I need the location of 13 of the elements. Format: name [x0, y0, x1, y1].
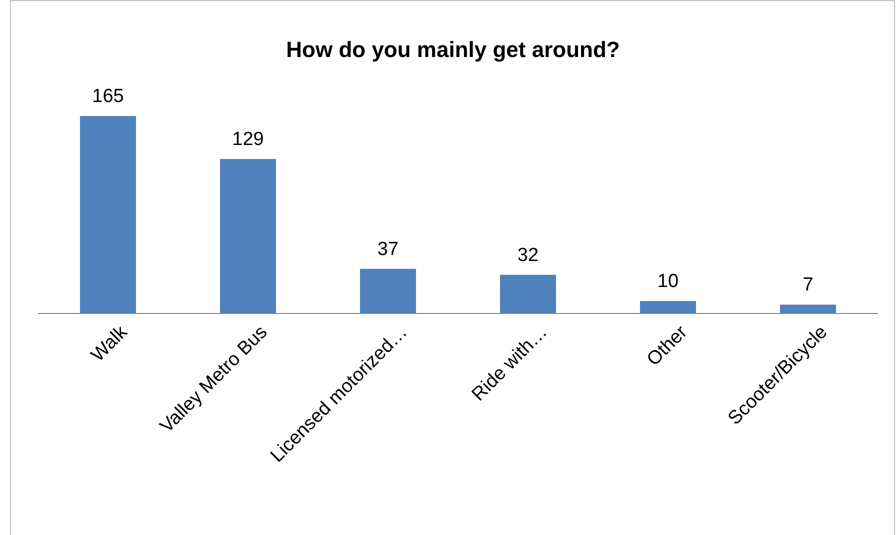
bar	[360, 268, 416, 313]
bar	[780, 304, 836, 313]
bar	[640, 301, 696, 313]
data-label: 37	[377, 238, 399, 260]
bar	[220, 158, 276, 313]
data-label: 32	[517, 244, 539, 266]
chart-title: How do you mainly get around?	[286, 37, 620, 62]
data-label: 165	[92, 86, 124, 107]
data-label: 129	[232, 128, 264, 150]
data-label: 10	[657, 271, 679, 292]
bar	[500, 274, 556, 313]
data-label: 7	[802, 274, 814, 296]
bar	[80, 116, 136, 313]
